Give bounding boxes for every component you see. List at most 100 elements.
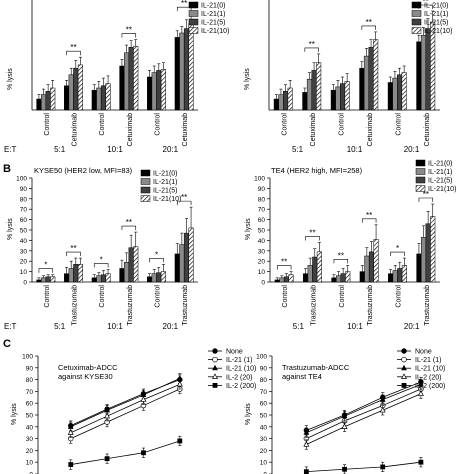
significance-bracket	[176, 200, 192, 206]
bar	[100, 274, 107, 283]
category-label: Control	[99, 113, 106, 136]
significance-bracket	[66, 50, 81, 56]
legend-marker	[401, 373, 407, 379]
bar	[105, 83, 111, 111]
y-tick-label: 90	[20, 186, 28, 193]
bar	[283, 91, 289, 111]
legend-marker	[212, 382, 218, 388]
bar	[316, 251, 322, 283]
data-point	[303, 469, 309, 474]
legend-swatch	[415, 168, 426, 175]
series-line	[70, 378, 180, 428]
bar	[335, 86, 341, 111]
significance-label: **	[338, 251, 344, 260]
bar	[123, 52, 130, 111]
bar	[96, 87, 102, 111]
bar	[174, 253, 180, 283]
bar	[306, 78, 312, 111]
category-label: Trastuzumab	[367, 285, 374, 326]
bar-chart-B-right: % lysis 0 10 20 30 40 50 60 70 80 90 100 TE4 (HER2 h…	[245, 159, 456, 331]
bar	[397, 268, 403, 283]
y-tick-label: 50	[258, 228, 266, 235]
series-line	[70, 388, 180, 439]
significance-bracket	[176, 6, 192, 12]
legend-label: IL-21(5)	[153, 188, 178, 195]
bar	[73, 67, 79, 111]
significance-label: **	[423, 190, 429, 199]
legend-label: IL-21 (10)	[415, 366, 445, 373]
legend-label: IL-21(10)	[424, 28, 452, 35]
significance-label: **	[181, 0, 187, 8]
bar	[156, 272, 162, 283]
ratio-label: 5:1	[292, 145, 304, 154]
ratio-label: 20:1	[404, 322, 420, 331]
legend-swatch	[411, 1, 422, 9]
ratio-label: 20:1	[163, 145, 179, 154]
bar-chart-A-right: % lysis Control ** Cetuximab Control ** Cetuxi…	[244, 0, 452, 154]
y-tick-label: 30	[26, 436, 34, 443]
significance-label: **	[423, 0, 429, 6]
bar	[50, 87, 56, 111]
legend-swatch	[188, 10, 199, 17]
category-label: Control	[44, 285, 51, 308]
bar	[368, 47, 374, 111]
category-label: Control	[339, 285, 346, 308]
legend-label: IL-21(10)	[201, 28, 229, 35]
legend-label: IL-2 (200)	[226, 383, 256, 390]
bar	[50, 276, 56, 283]
significance-bracket	[304, 47, 319, 52]
significance-bracket	[390, 251, 405, 257]
bar	[430, 21, 436, 111]
data-point	[104, 412, 111, 419]
y-tick-label: 30	[258, 248, 266, 255]
data-point	[104, 456, 110, 462]
bar	[123, 261, 130, 283]
y-tick-label: 40	[26, 424, 34, 431]
bar	[68, 74, 74, 111]
legend-label: IL-21(0)	[201, 3, 226, 10]
significance-bracket	[361, 25, 376, 30]
significance-label: **	[181, 193, 187, 202]
chart-title: TE4 (HER2 high, MFI=258)	[271, 166, 363, 175]
bar	[64, 85, 70, 111]
legend-label: IL-21(1)	[424, 11, 449, 18]
chart-title-line: against KYSE30	[58, 372, 113, 381]
bar	[359, 271, 365, 283]
significance-bracket	[66, 251, 81, 257]
ratio-label: 10:1	[347, 322, 363, 331]
bar	[401, 265, 407, 283]
legend-marker	[401, 364, 407, 371]
significance-label: **	[366, 211, 372, 220]
bar	[188, 227, 194, 283]
series-line	[306, 381, 422, 431]
data-point	[417, 390, 424, 396]
bar	[73, 264, 79, 283]
legend-marker	[212, 348, 218, 354]
legend-swatch	[140, 169, 151, 177]
bar	[373, 239, 379, 283]
line-chart-C-right: % lysis 0 10 20 30 40 50 60 70 80 90 100 Trastuzumab…	[245, 348, 445, 474]
legend-swatch	[415, 176, 426, 184]
y-tick-label: 20	[260, 448, 268, 455]
bar	[288, 274, 294, 283]
legend-marker	[212, 373, 218, 379]
bar	[119, 65, 125, 111]
y-tick-label: 60	[260, 401, 268, 408]
y-tick-label: 80	[258, 196, 266, 203]
y-tick-label: 0	[263, 472, 267, 474]
y-tick-label: 50	[26, 413, 34, 420]
bar	[316, 62, 322, 111]
category-label: Trastuzumab	[72, 285, 79, 326]
bar	[183, 28, 190, 111]
legend-label: IL-21(10)	[428, 186, 456, 193]
legend-label: IL-21(0)	[153, 171, 178, 178]
series-line	[70, 383, 180, 434]
y-tick-label: 10	[258, 269, 266, 276]
bar	[430, 216, 436, 283]
significance-bracket	[361, 218, 377, 223]
bar	[279, 277, 285, 283]
y-axis-label: % lysis	[7, 68, 14, 90]
legend-swatch	[411, 27, 422, 34]
y-tick-label: 20	[258, 259, 266, 266]
legend-label: None	[226, 349, 243, 356]
